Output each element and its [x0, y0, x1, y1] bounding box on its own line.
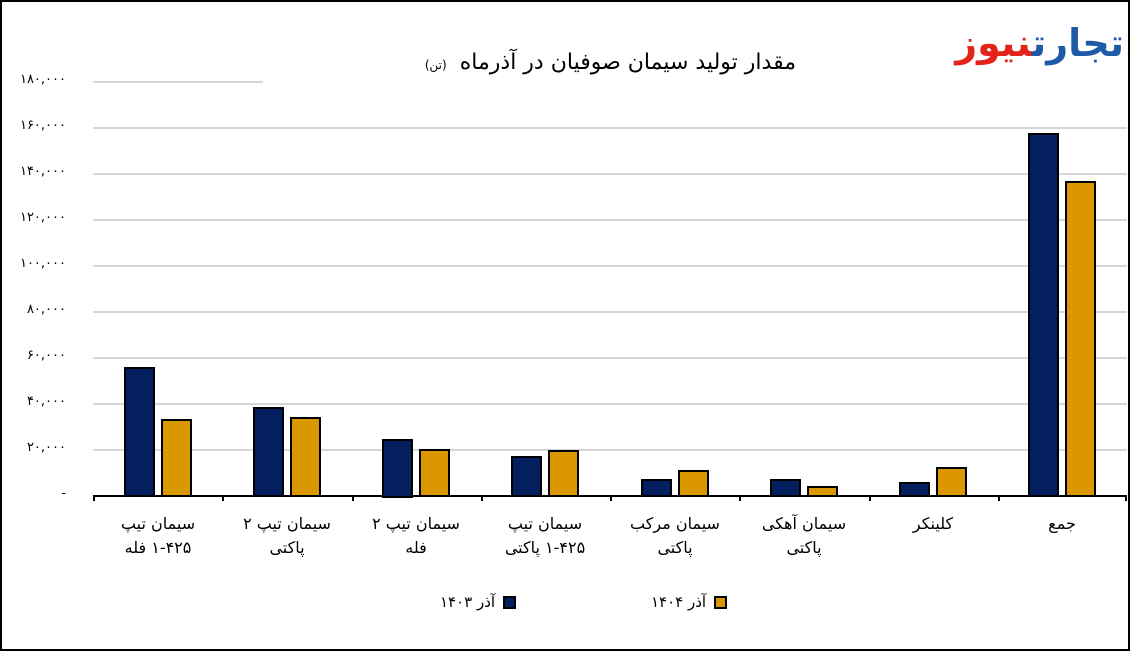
x-category-label: سیمان تیپ ۱-۴۲۵ پاکتی — [504, 514, 586, 557]
x-tick — [998, 495, 1000, 501]
gridline — [93, 449, 1127, 451]
x-tick — [610, 495, 612, 501]
logo-part-tejarat: تجارت — [1031, 21, 1125, 65]
chart-title: مقدار تولید سیمان صوفیان در آذرماه (تن) — [326, 50, 796, 84]
bar-1403 — [124, 367, 155, 497]
gridline — [93, 311, 1127, 313]
x-tick — [222, 495, 224, 501]
y-tick-label: ۶۰,۰۰۰ — [26, 348, 66, 363]
legend-swatch-gold-icon — [714, 595, 728, 609]
legend-item-1404: آذر ۱۴۰۴ — [651, 591, 728, 613]
y-tick-label: ۲۰,۰۰۰ — [26, 440, 66, 455]
chart-unit: (تن) — [424, 58, 447, 72]
y-tick-label: ۴۰,۰۰۰ — [26, 394, 66, 409]
bar-1403 — [253, 407, 284, 497]
bar-1404 — [161, 419, 192, 497]
bar-1403 — [770, 479, 801, 497]
x-category-label: جمع — [1048, 514, 1076, 533]
bar-1403 — [511, 456, 542, 497]
y-tick-label: - — [61, 486, 66, 501]
bar-1403 — [1028, 133, 1059, 497]
gridline — [93, 173, 1127, 175]
bar-1404 — [419, 449, 450, 497]
x-tick — [869, 495, 871, 501]
gridline — [93, 265, 1127, 267]
x-category-label: کلینکر — [912, 514, 954, 533]
x-category-label: سیمان آهکی پاکتی — [761, 514, 847, 557]
y-tick-label: ۱۶۰,۰۰۰ — [19, 118, 66, 133]
x-category-label: سیمان تیپ ۲ پاکتی — [243, 514, 331, 557]
x-tick — [93, 495, 95, 501]
x-category-label: سیمان مرکب پاکتی — [630, 514, 720, 557]
bar-1403 — [899, 482, 930, 497]
logo-part-news: نیوز — [955, 21, 1033, 65]
gridline — [93, 127, 1127, 129]
gridline — [93, 219, 1127, 221]
legend-label-1403: آذر ۱۴۰۳ — [440, 593, 496, 611]
gridline — [93, 357, 1127, 359]
bar-1404 — [936, 467, 967, 497]
gridline — [93, 403, 1127, 405]
x-tick — [739, 495, 741, 501]
x-category-label: سیمان تیپ ۱-۴۲۵ فله — [120, 514, 196, 557]
bar-1404 — [548, 450, 579, 497]
chart-title-text: مقدار تولید سیمان صوفیان در آذرماه — [459, 50, 796, 75]
legend-item-1403: آذر ۱۴۰۳ — [440, 591, 517, 613]
bar-1404 — [290, 417, 321, 497]
bar-1404 — [807, 486, 838, 497]
y-tick-label: ۱۸۰,۰۰۰ — [19, 72, 66, 87]
x-tick — [481, 495, 483, 501]
y-tick-label: ۱۴۰,۰۰۰ — [19, 164, 66, 179]
gridline — [93, 81, 263, 83]
bar-1403 — [641, 479, 672, 497]
bar-1404 — [678, 470, 709, 497]
y-tick-label: ۸۰,۰۰۰ — [26, 302, 66, 317]
x-category-label: سیمان تیپ ۲ فله — [372, 514, 460, 557]
y-tick-label: ۱۲۰,۰۰۰ — [19, 210, 66, 225]
x-tick — [1125, 495, 1127, 501]
y-tick-label: ۱۰۰,۰۰۰ — [19, 256, 66, 271]
bar-1404 — [1065, 181, 1096, 497]
x-tick — [352, 495, 354, 501]
legend-label-1404: آذر ۱۴۰۴ — [651, 593, 707, 611]
brand-logo: تجارتنیوز — [926, 18, 1125, 68]
bar-1403 — [382, 439, 413, 498]
legend-swatch-navy-icon — [503, 595, 517, 609]
